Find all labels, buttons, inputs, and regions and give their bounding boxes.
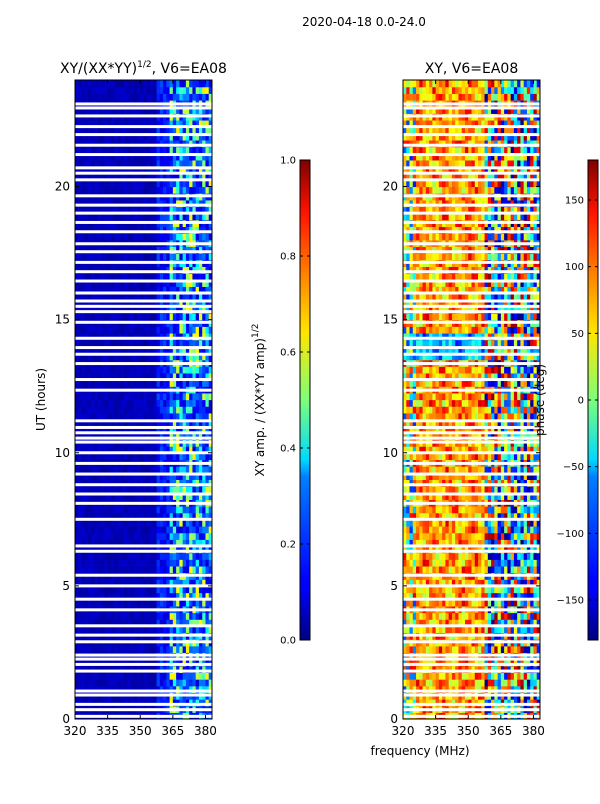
flagged-row bbox=[75, 624, 212, 627]
flagged-row bbox=[75, 378, 212, 381]
colorbar1-label: XY amp. / (XX*YY amp)1/2 bbox=[251, 324, 267, 477]
flagged-row bbox=[75, 634, 212, 637]
flagged-row bbox=[75, 242, 212, 245]
flagged-row bbox=[75, 574, 212, 577]
flagged-row bbox=[75, 518, 212, 521]
y-tick-label: 5 bbox=[62, 579, 70, 593]
flagged-row bbox=[75, 502, 212, 505]
flagged-row bbox=[75, 144, 212, 147]
panel2-heatmap bbox=[403, 80, 541, 720]
flagged-row bbox=[75, 321, 212, 324]
flagged-row bbox=[75, 212, 212, 215]
flagged-row bbox=[75, 654, 212, 657]
flagged-row bbox=[75, 437, 212, 440]
flagged-row bbox=[75, 715, 212, 718]
flagged-row bbox=[75, 353, 212, 356]
flagged-row bbox=[75, 584, 212, 587]
colorbar-tick-label: 0.8 bbox=[280, 252, 296, 263]
flagged-row bbox=[75, 221, 212, 224]
x-tick-label: 380 bbox=[194, 724, 217, 738]
flagged-row bbox=[75, 153, 212, 156]
panel1-title-suffix: , V6=EA08 bbox=[152, 61, 227, 77]
flagged-row bbox=[75, 493, 212, 496]
flagged-row bbox=[75, 426, 212, 429]
panel1-heatmap bbox=[75, 80, 213, 720]
x-tick-label: 320 bbox=[64, 724, 87, 738]
flagged-row bbox=[75, 166, 212, 169]
flagged-row bbox=[75, 462, 212, 465]
figure-suptitle: 2020-04-18 0.0-24.0 bbox=[302, 15, 426, 29]
panel1-title: XY/(XX*YY)1/2, V6=EA08 bbox=[60, 60, 227, 77]
flagged-row bbox=[75, 280, 212, 283]
flagged-row bbox=[75, 114, 212, 117]
colorbar-tick-label: 0.2 bbox=[280, 540, 296, 551]
flagged-row bbox=[75, 708, 212, 711]
flagged-row bbox=[75, 431, 212, 434]
flagged-row bbox=[75, 172, 212, 175]
flagged-row bbox=[75, 550, 212, 553]
flagged-row bbox=[75, 125, 212, 128]
colorbar1-label-exponent: 1/2 bbox=[251, 324, 261, 338]
x-tick-label: 365 bbox=[161, 724, 184, 738]
flagged-row bbox=[75, 194, 212, 197]
colorbar1 bbox=[300, 160, 310, 640]
y-tick-label: 0 bbox=[62, 712, 70, 726]
colorbar-tick-label: 0.0 bbox=[280, 636, 296, 647]
flagged-row bbox=[75, 346, 212, 349]
flagged-row bbox=[75, 204, 212, 207]
flagged-row bbox=[75, 703, 212, 706]
flagged-row bbox=[75, 544, 212, 547]
flagged-row bbox=[75, 670, 212, 673]
flagged-row bbox=[75, 133, 212, 136]
flagged-row bbox=[75, 441, 212, 444]
colorbar-tick-label: 0.4 bbox=[280, 444, 296, 455]
flagged-row bbox=[75, 178, 212, 181]
x-tick-label: 335 bbox=[96, 724, 119, 738]
flagged-row bbox=[75, 292, 212, 295]
flagged-row bbox=[75, 690, 212, 693]
flagged-row bbox=[75, 305, 212, 308]
flagged-row bbox=[75, 663, 212, 666]
y-tick-label: 20 bbox=[55, 180, 70, 194]
flagged-row bbox=[75, 362, 212, 365]
flagged-row bbox=[75, 337, 212, 340]
colorbar-tick-label: 0.6 bbox=[280, 348, 296, 359]
flagged-row bbox=[75, 451, 212, 454]
flagged-row bbox=[75, 230, 212, 233]
flagged-row bbox=[75, 694, 212, 697]
x-tick-label: 350 bbox=[129, 724, 152, 738]
flagged-row bbox=[75, 483, 212, 486]
flagged-row bbox=[75, 250, 212, 253]
colorbar-tick-label: 1.0 bbox=[280, 156, 296, 167]
flagged-row bbox=[75, 608, 212, 611]
flagged-row bbox=[75, 473, 212, 476]
panel1-y-label: UT (hours) bbox=[34, 368, 48, 431]
flagged-row bbox=[75, 389, 212, 392]
y-tick-label: 10 bbox=[55, 446, 70, 460]
colorbar1-label-main: XY amp. / (XX*YY amp) bbox=[253, 338, 267, 476]
flagged-row bbox=[75, 270, 212, 273]
flagged-row bbox=[75, 598, 212, 601]
flagged-row bbox=[75, 310, 212, 313]
flagged-row bbox=[75, 640, 212, 643]
flagged-row bbox=[75, 102, 212, 105]
flagged-row bbox=[75, 106, 212, 109]
y-tick-label: 15 bbox=[55, 313, 70, 327]
panel1-title-exponent: 1/2 bbox=[137, 60, 151, 70]
panel2-title: XY, V6=EA08 bbox=[425, 61, 519, 77]
flagged-row bbox=[75, 299, 212, 302]
flagged-row bbox=[75, 658, 212, 661]
flagged-row bbox=[75, 419, 212, 422]
panel1-title-main: XY/(XX*YY) bbox=[60, 61, 137, 77]
flagged-row bbox=[75, 261, 212, 264]
